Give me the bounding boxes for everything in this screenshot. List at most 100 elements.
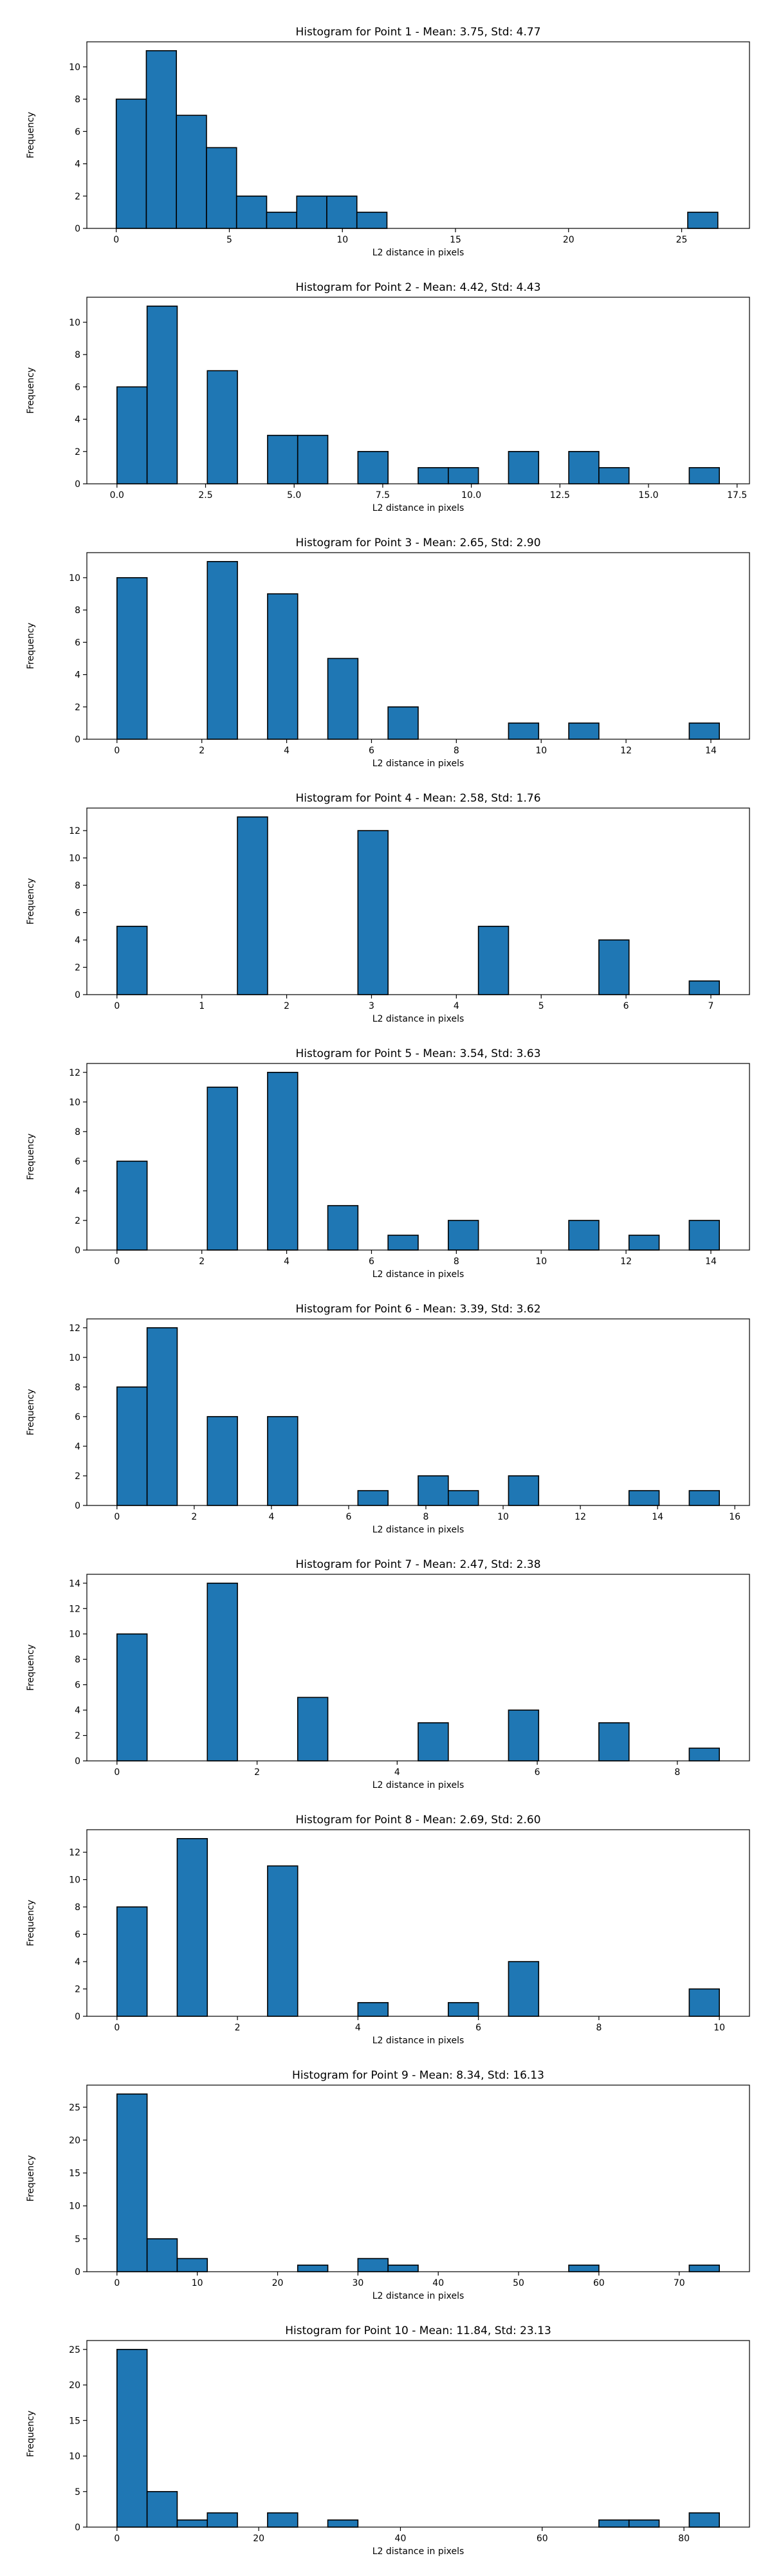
x-axis-label: L2 distance in pixels <box>372 759 464 769</box>
y-tick-label: 6 <box>75 1680 80 1691</box>
histogram-bar <box>116 1633 148 1762</box>
y-tick-label: 2 <box>75 192 80 202</box>
x-tick-label: 0.0 <box>110 490 124 501</box>
x-axis-label: L2 distance in pixels <box>372 1525 464 1535</box>
y-tick-label: 8 <box>75 1902 80 1913</box>
y-tick-label: 20 <box>69 2380 80 2391</box>
x-tick-label: 10 <box>535 1256 547 1267</box>
histogram-bar <box>116 925 148 995</box>
histogram-bar <box>568 2264 600 2272</box>
y-tick-label: 2 <box>75 963 80 973</box>
y-tick-label: 8 <box>75 95 80 105</box>
histogram-bar <box>508 450 540 484</box>
histogram-bar <box>176 1838 208 2017</box>
x-tick-label: 60 <box>593 2278 605 2288</box>
histogram-bar <box>267 1865 299 2017</box>
y-tick-label: 4 <box>75 1706 80 1716</box>
x-tick-label: 0 <box>114 746 120 756</box>
histogram-bar <box>146 306 178 484</box>
x-tick-label: 10 <box>535 746 547 756</box>
x-tick-label: 6 <box>623 1001 629 1011</box>
histogram-bar <box>688 1220 720 1251</box>
x-tick-label: 10 <box>192 2278 203 2288</box>
x-tick-label: 40 <box>395 2534 407 2544</box>
histogram-bar <box>116 577 148 740</box>
histogram-bar <box>448 1220 479 1251</box>
x-axis-label: L2 distance in pixels <box>372 2291 464 2301</box>
histogram-bar <box>598 467 630 484</box>
chart-4: Histogram for Point 4 - Mean: 2.58, Std:… <box>26 792 750 1024</box>
histogram-bar <box>688 1490 720 1506</box>
histogram-bar <box>116 2093 148 2272</box>
histogram-bar <box>267 1072 299 1251</box>
histogram-bar <box>568 1220 600 1251</box>
histogram-bar <box>116 1386 148 1506</box>
y-tick-label: 6 <box>75 1157 80 1167</box>
y-axis-label: Frequency <box>26 1644 36 1691</box>
y-axis-label: Frequency <box>26 1900 36 1946</box>
y-tick-label: 20 <box>69 2135 80 2146</box>
histogram-bar <box>508 722 540 740</box>
y-tick-label: 4 <box>75 1957 80 1967</box>
chart-title: Histogram for Point 2 - Mean: 4.42, Std:… <box>295 281 540 294</box>
x-tick-label: 2 <box>199 746 205 756</box>
chart-title: Histogram for Point 7 - Mean: 2.47, Std:… <box>295 1558 540 1571</box>
chart-3: Histogram for Point 3 - Mean: 2.65, Std:… <box>26 537 750 769</box>
histogram-bar <box>116 386 148 484</box>
x-tick-label: 80 <box>678 2534 690 2544</box>
histogram-bar <box>146 1327 178 1506</box>
x-tick-label: 12 <box>574 1512 586 1522</box>
histogram-bar <box>207 1583 238 1762</box>
axes-frame <box>86 552 750 740</box>
chart-10: Histogram for Point 10 - Mean: 11.84, St… <box>26 2324 750 2557</box>
x-tick-label: 30 <box>352 2278 363 2288</box>
y-tick-label: 10 <box>69 1098 80 1108</box>
histogram-bar <box>628 2519 660 2528</box>
x-tick-label: 40 <box>432 2278 444 2288</box>
histogram-bar <box>477 925 510 995</box>
x-tick-label: 0 <box>114 1256 120 1267</box>
histogram-bar <box>628 1490 660 1506</box>
x-tick-label: 2 <box>254 1767 260 1778</box>
chart-title: Histogram for Point 9 - Mean: 8.34, Std:… <box>292 2069 544 2082</box>
y-tick-label: 0 <box>75 990 80 1000</box>
histogram-bar <box>176 2258 208 2272</box>
histogram-bar <box>237 816 268 995</box>
x-tick-label: 70 <box>674 2278 685 2288</box>
histogram-bar <box>688 1747 720 1762</box>
x-axis-label: L2 distance in pixels <box>372 2036 464 2046</box>
x-tick-label: 17.5 <box>727 490 747 501</box>
histogram-bar <box>327 658 359 740</box>
axes-frame <box>86 2084 750 2272</box>
x-tick-label: 5 <box>226 235 232 245</box>
histogram-bar <box>687 212 719 229</box>
x-tick-label: 7.5 <box>376 490 390 501</box>
y-tick-label: 15 <box>69 2169 80 2179</box>
histogram-bar <box>387 1235 419 1251</box>
y-tick-label: 6 <box>75 638 80 648</box>
y-tick-label: 2 <box>75 1471 80 1482</box>
y-tick-label: 6 <box>75 382 80 392</box>
histogram-bar <box>116 2349 148 2528</box>
chart-title: Histogram for Point 4 - Mean: 2.58, Std:… <box>295 792 540 805</box>
x-tick-label: 20 <box>272 2278 284 2288</box>
histogram-bar <box>508 1961 540 2017</box>
y-tick-label: 10 <box>69 1630 80 1640</box>
histogram-bar <box>207 1087 238 1251</box>
histogram-bar <box>267 1416 299 1506</box>
histogram-bar <box>207 2512 238 2528</box>
chart-9: Histogram for Point 9 - Mean: 8.34, Std:… <box>26 2069 750 2301</box>
histogram-bar <box>297 1697 329 1762</box>
x-tick-label: 14 <box>652 1512 663 1522</box>
chart-title: Histogram for Point 1 - Mean: 3.75, Std:… <box>295 26 540 39</box>
y-axis-label: Frequency <box>26 1134 36 1180</box>
histogram-bar <box>448 467 479 484</box>
chart-title: Histogram for Point 8 - Mean: 2.69, Std:… <box>295 1814 540 1826</box>
x-tick-label: 5.0 <box>287 490 301 501</box>
histogram-bar <box>418 467 449 484</box>
x-tick-label: 20 <box>253 2534 264 2544</box>
histogram-bar <box>116 1906 148 2017</box>
y-tick-label: 5 <box>75 2487 80 2498</box>
y-tick-label: 8 <box>75 1383 80 1393</box>
x-tick-label: 12 <box>620 1256 632 1267</box>
